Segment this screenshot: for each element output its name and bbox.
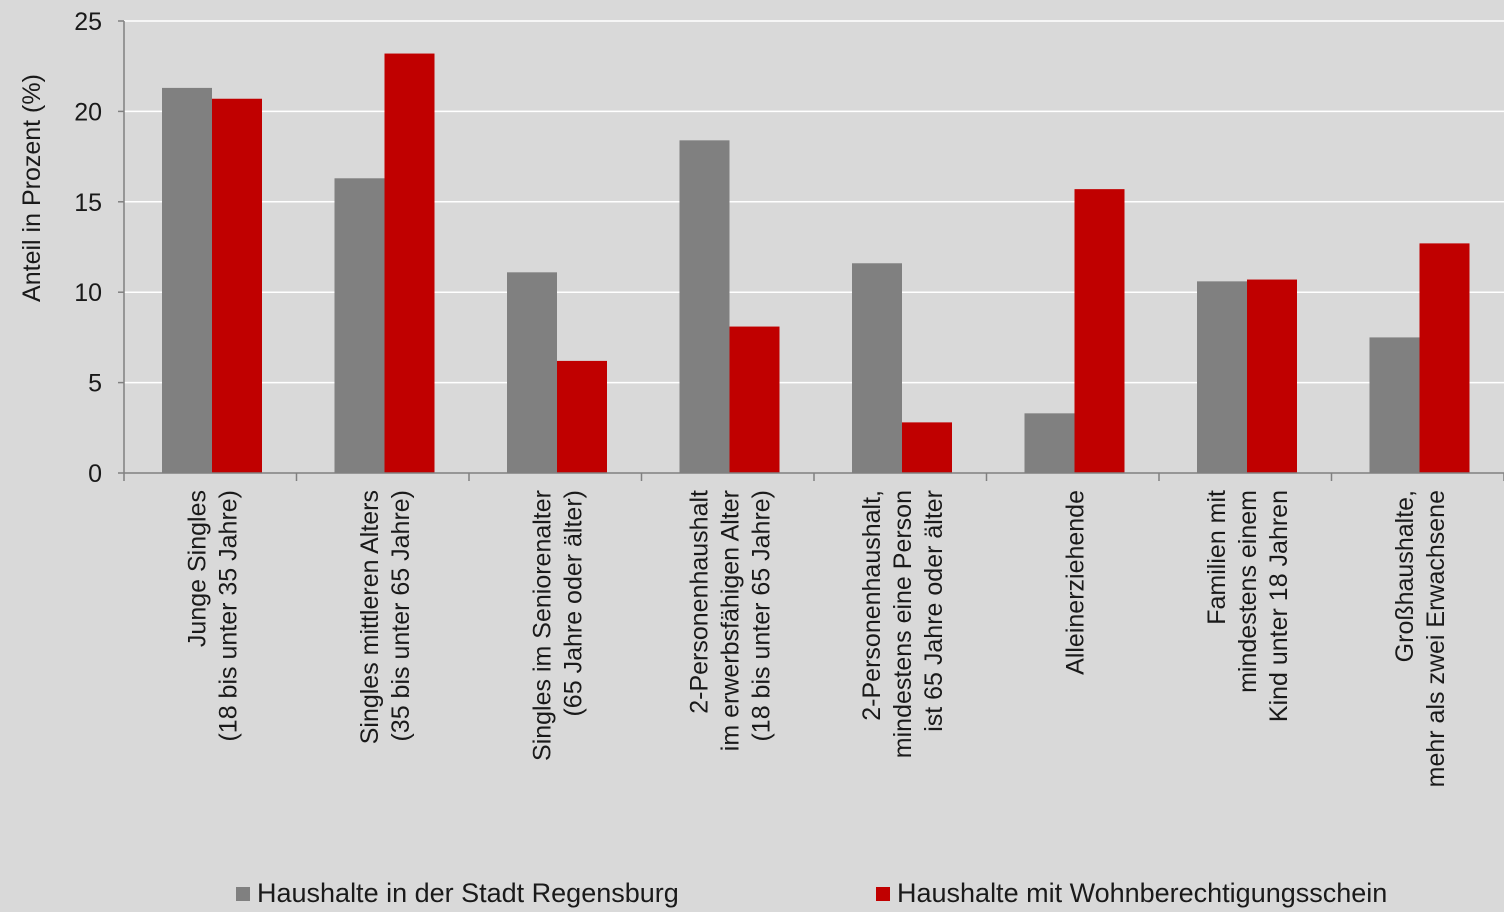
x-category-label: Alleinerziehende <box>1062 490 1090 675</box>
x-category-label-line: Alleinerziehende <box>1062 490 1090 675</box>
x-category-label-line: mehr als zwei Erwachsene <box>1422 490 1450 787</box>
x-category-label-line: ist 65 Jahre oder älter <box>920 490 948 732</box>
bar-wbs-3 <box>729 326 780 473</box>
y-axis-title: Anteil in Prozent (%) <box>18 74 46 302</box>
x-category-label-line: Junge Singles <box>184 490 212 647</box>
bar-regensburg-5 <box>1024 413 1075 473</box>
x-category-label-line: mindestens eine Person <box>889 490 917 758</box>
x-category-label: Familien mit mindestens einem Kind unter 1… <box>1203 490 1293 722</box>
legend: Haushalte in der Stadt Regensburg Hausha… <box>0 878 1504 912</box>
y-tick-labels: 0 5 10 15 20 25 <box>74 8 102 488</box>
x-category-label-line: (18 bis unter 65 Jahre) <box>748 490 776 742</box>
x-category-label-line: (35 bis unter 65 Jahre) <box>387 490 415 742</box>
x-category-label-line: Großhaushalte, <box>1391 490 1419 662</box>
bar-wbs-6 <box>1247 279 1297 473</box>
bar-regensburg-4 <box>852 263 902 473</box>
bar-wbs-0 <box>212 98 262 473</box>
x-category-label: 2-Personenhaushalt, mindestens eine Perso… <box>858 490 948 758</box>
bar-wbs-5 <box>1074 189 1125 474</box>
x-category-label-line: im erwerbsfähigen Alter <box>717 490 745 751</box>
bar-wbs-2 <box>557 360 607 473</box>
x-category-label-line: Kind unter 18 Jahren <box>1265 490 1293 722</box>
y-tick-label: 5 <box>88 370 102 398</box>
x-category-label-line: 2-Personenhaushalt <box>686 490 714 714</box>
y-tick-label: 15 <box>74 189 102 217</box>
bar-regensburg-2 <box>507 272 557 473</box>
bar-regensburg-0 <box>162 87 212 474</box>
bar-regensburg-3 <box>679 140 730 473</box>
legend-label-wbs: Haushalte mit Wohnberechtigungsschein <box>897 878 1388 908</box>
x-category-label-line: Familien mit <box>1203 490 1231 625</box>
x-category-label-line: Singles mittleren Alters <box>356 490 384 744</box>
y-tick-label: 10 <box>74 279 102 307</box>
bars <box>162 53 1470 474</box>
bar-wbs-1 <box>384 53 435 473</box>
legend-label-regensburg: Haushalte in der Stadt Regensburg <box>257 878 679 908</box>
bar-regensburg-7 <box>1369 337 1420 473</box>
legend-swatch-regensburg <box>236 886 250 901</box>
x-category-label: Singles im Seniorenalter (65 Jahre oder ä… <box>529 490 588 761</box>
bar-regensburg-1 <box>334 178 385 473</box>
bar-wbs-7 <box>1419 243 1470 473</box>
x-category-label-line: (65 Jahre oder älter) <box>560 490 588 717</box>
x-category-label: Junge Singles (18 bis unter 35 Jahre) <box>184 490 243 742</box>
x-category-label: Singles mittleren Alters (35 bis unter 65… <box>356 490 415 744</box>
y-tick-label: 20 <box>74 98 102 126</box>
x-category-label: 2-Personenhaushalt im erwerbsfähigen Alte… <box>686 490 776 751</box>
x-category-labels: Junge Singles (18 bis unter 35 Jahre) Sing… <box>184 490 1451 787</box>
bar-chart: 0 5 10 15 20 25 Junge Singles (18 bis unter 35… <box>18 8 1504 787</box>
x-category-label: Großhaushalte, mehr als zwei Erwachsene <box>1391 490 1450 787</box>
legend-item-wbs: Haushalte mit Wohnberechtigungsschein <box>876 878 1387 909</box>
y-tick-label: 0 <box>88 460 102 488</box>
y-tick-label: 25 <box>74 8 102 36</box>
x-category-label-line: (18 bis unter 35 Jahre) <box>215 490 243 742</box>
legend-item-regensburg: Haushalte in der Stadt Regensburg <box>236 878 679 909</box>
axes <box>123 21 1504 481</box>
x-category-label-line: 2-Personenhaushalt, <box>858 490 886 721</box>
legend-swatch-wbs <box>876 886 890 901</box>
bar-wbs-4 <box>902 422 952 473</box>
x-category-label-line: Singles im Seniorenalter <box>529 490 557 761</box>
bar-regensburg-6 <box>1197 281 1247 473</box>
x-category-label-line: mindestens einem <box>1234 490 1262 693</box>
